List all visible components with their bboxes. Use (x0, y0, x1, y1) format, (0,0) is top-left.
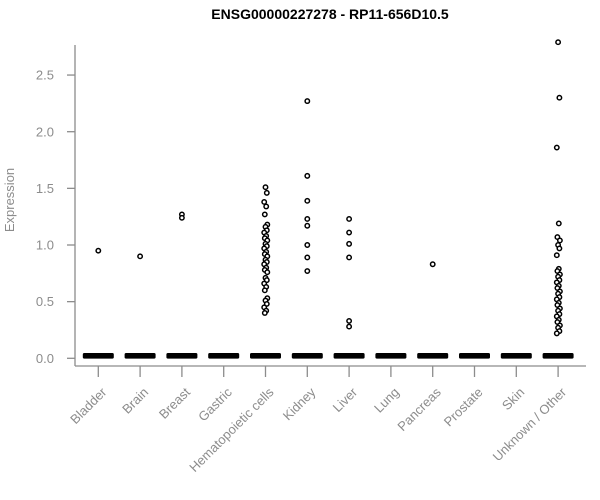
data-point (556, 94, 563, 101)
data-point (346, 254, 353, 261)
zero-expression-bar (459, 353, 490, 359)
data-point (263, 203, 270, 210)
zero-expression-bar (166, 353, 198, 359)
data-point (264, 269, 271, 276)
y-axis-title: Expression (2, 168, 17, 232)
data-point (263, 189, 270, 196)
data-point (346, 215, 353, 222)
zero-expression-bar (542, 353, 574, 359)
data-point (304, 197, 311, 204)
x-axis-label-liver: Liver (330, 384, 361, 415)
chart-title: ENSG00000227278 - RP11-656D10.5 (211, 6, 449, 22)
x-axis-label-kidney: Kidney (280, 384, 319, 423)
data-point (304, 172, 311, 179)
data-point (304, 242, 311, 248)
data-point (304, 268, 311, 275)
zero-expression-bar (500, 353, 532, 359)
data-point (346, 240, 353, 247)
data-point (556, 237, 563, 244)
data-point (261, 211, 268, 218)
zero-expression-bar (82, 353, 114, 359)
zero-expression-bar (417, 353, 449, 359)
data-point (304, 222, 311, 229)
zero-expression-bar (375, 353, 407, 359)
data-point (346, 323, 353, 330)
zero-expression-bar (333, 353, 365, 359)
y-tick-label: 0.5 (36, 294, 54, 309)
x-axis-label-lung: Lung (371, 385, 402, 416)
data-point (555, 39, 562, 46)
zero-expression-bar (250, 353, 281, 359)
axes-group: 0.0 0.5 1.0 1.5 2.0 2.5 Bladder Brain Breast Gast… (36, 45, 586, 475)
data-point (137, 253, 144, 260)
data-point (178, 214, 185, 221)
x-axis-label-prostate: Prostate (441, 385, 486, 430)
data-point (553, 252, 560, 259)
data-point (346, 317, 353, 324)
data-point (346, 229, 353, 236)
data-point (553, 144, 560, 151)
data-point (556, 245, 563, 252)
data-point (555, 220, 562, 227)
x-axis-label-unknown-other: Unknown / Other (490, 384, 570, 464)
y-tick-label: 0.0 (36, 351, 54, 366)
data-point (553, 330, 560, 337)
data-point (261, 287, 268, 294)
x-axis-label-pancreas: Pancreas (394, 384, 444, 434)
x-axis-label-breast: Breast (156, 384, 193, 421)
zero-expression-bar (291, 353, 323, 359)
y-tick-label: 2.5 (36, 68, 54, 83)
y-tick-label: 2.0 (36, 124, 54, 139)
data-point (304, 215, 311, 222)
x-axis-label-gastric: Gastric (195, 384, 235, 424)
x-axis-label-bladder: Bladder (67, 384, 110, 427)
data-point (95, 247, 102, 254)
data-point (429, 261, 436, 268)
data-point (262, 184, 269, 191)
x-axis-label-skin: Skin (499, 385, 527, 413)
data-marks-group (82, 39, 574, 359)
zero-expression-bar (208, 353, 240, 359)
data-point (304, 98, 311, 105)
x-axis-label-brain: Brain (119, 385, 151, 417)
data-point (261, 310, 268, 316)
y-tick-label: 1.0 (36, 238, 54, 253)
y-tick-label: 1.5 (36, 181, 54, 196)
data-point (261, 198, 268, 205)
zero-expression-bar (124, 353, 156, 359)
data-point (304, 254, 311, 261)
